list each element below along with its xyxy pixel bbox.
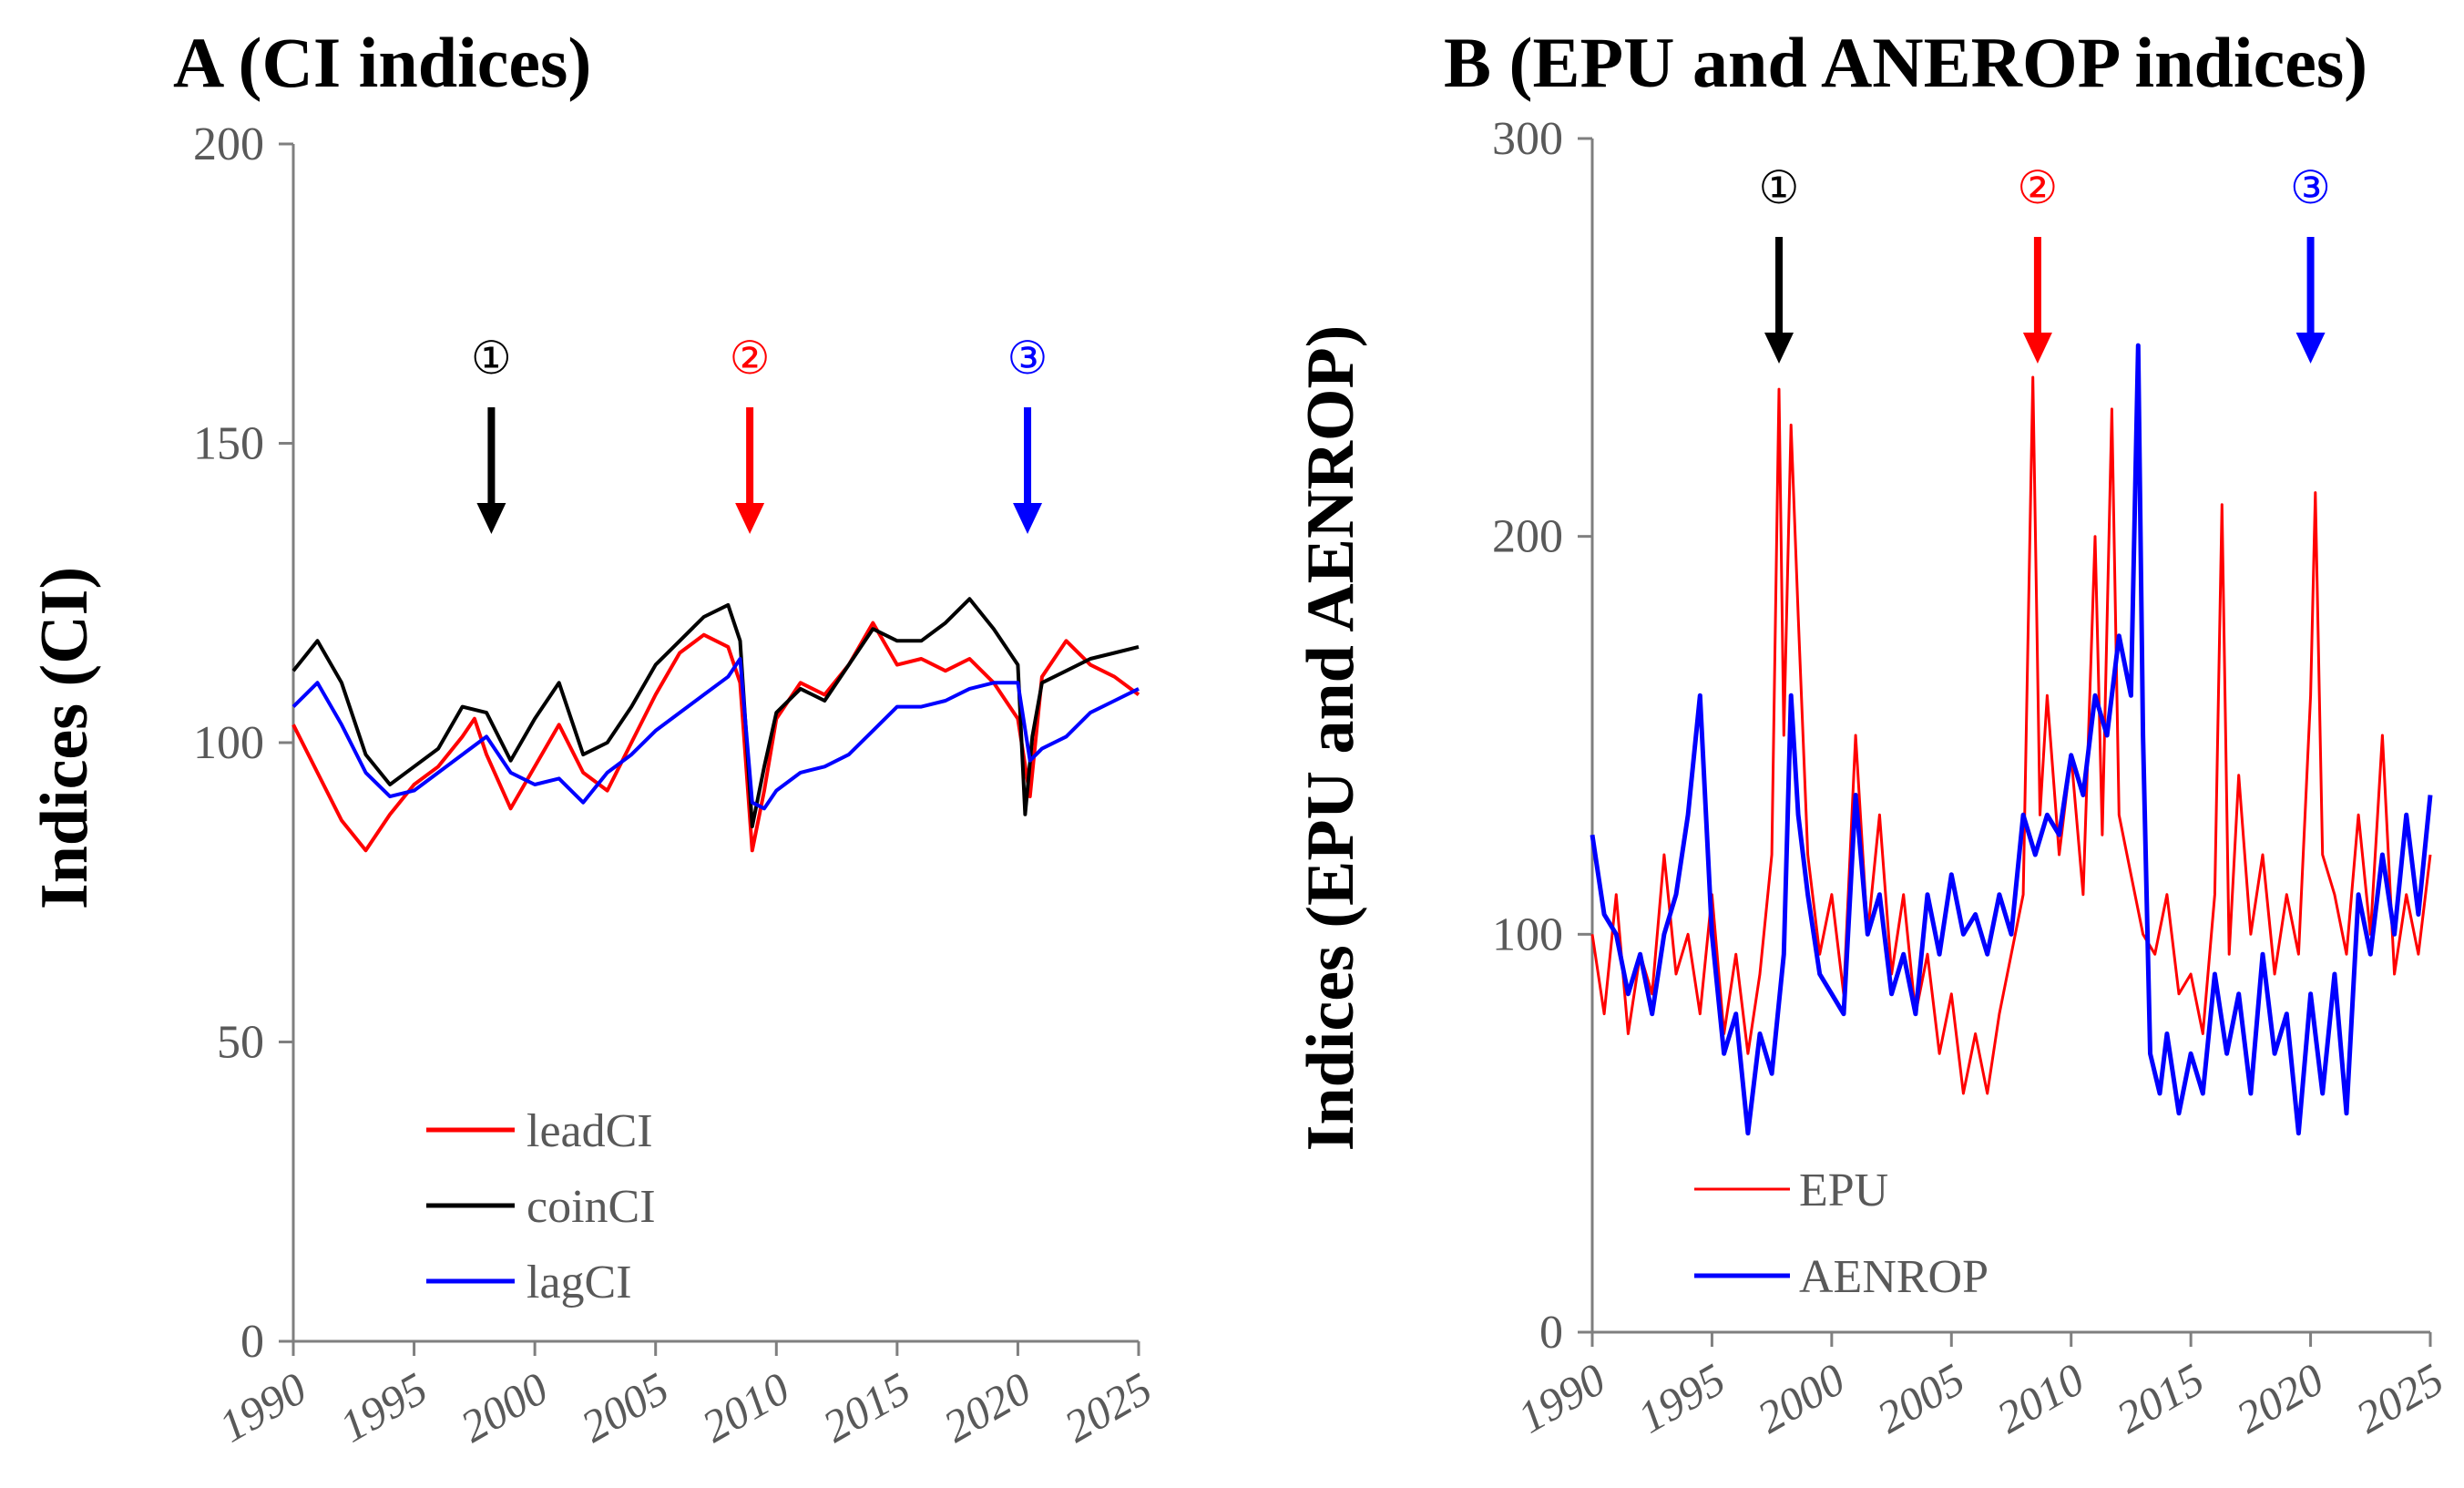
series-line-lagci — [291, 657, 1140, 811]
x-tick-label: 2005 — [573, 1362, 678, 1452]
x-tick-label: 1995 — [1629, 1353, 1733, 1442]
y-tick-label: 0 — [1539, 1307, 1563, 1359]
x-tick-label: 2000 — [1749, 1353, 1854, 1442]
y-tick-label: 100 — [193, 717, 264, 769]
series-line-epu — [1590, 375, 2432, 1095]
y-tick-label: 0 — [240, 1316, 264, 1368]
panel-b: B (EPU and ANEROP indices) Indices (EPU … — [1293, 23, 2452, 1443]
legend-label-aenrop: AENROP — [1799, 1251, 1989, 1303]
legend-label-coinci: coinCI — [527, 1181, 656, 1233]
annotation-label: ② — [2018, 161, 2059, 214]
annotation-label: ② — [730, 332, 771, 385]
panel-a-legend: leadCI coinCI lagCI — [426, 1105, 656, 1308]
panel-a-series — [291, 597, 1140, 853]
panel-a-title: A (CI indices) — [173, 23, 591, 102]
x-tick-label: 2010 — [693, 1362, 798, 1452]
annotation-arrow-head — [1013, 503, 1043, 534]
panel-b-legend: EPU AENROP — [1694, 1165, 1989, 1303]
annotation-label: ③ — [1007, 332, 1048, 385]
annotation-arrow-head — [735, 503, 765, 534]
x-tick-label: 2025 — [1056, 1362, 1160, 1452]
y-tick-label: 100 — [1492, 908, 1563, 960]
series-line-aenrop — [1590, 343, 2433, 1136]
panel-a-y-axis-label: Indices (CI) — [27, 567, 102, 909]
annotation-arrow-head — [476, 503, 506, 534]
annotation-label: ③ — [2290, 161, 2331, 214]
panel-b-title: B (EPU and ANEROP indices) — [1444, 23, 2367, 102]
x-tick-label: 2020 — [2227, 1353, 2332, 1442]
x-tick-label: 2015 — [814, 1362, 919, 1452]
y-tick-label: 200 — [1492, 511, 1563, 563]
x-tick-label: 2020 — [935, 1362, 1039, 1452]
x-tick-label: 2015 — [2108, 1353, 2213, 1442]
x-tick-label: 1990 — [210, 1362, 315, 1452]
panel-b-annotations: ① ② ③ — [1759, 161, 2331, 364]
legend-label-leadci: leadCI — [527, 1105, 653, 1157]
panel-b-y-axis-label: Indices (EPU and AENROP) — [1293, 325, 1368, 1152]
y-tick-label: 300 — [1492, 113, 1563, 165]
panel-a-annotations: ① ② ③ — [471, 332, 1048, 534]
annotation-label: ① — [1759, 161, 1800, 214]
annotation-arrow-head — [2295, 333, 2326, 364]
annotation-label: ① — [471, 332, 512, 385]
annotation-arrow-head — [2022, 333, 2052, 364]
x-tick-label: 2025 — [2347, 1353, 2452, 1442]
y-tick-label: 50 — [217, 1017, 264, 1069]
annotation-arrow-head — [1764, 333, 1794, 364]
legend-label-epu: EPU — [1799, 1165, 1888, 1216]
legend-label-lagci: lagCI — [527, 1257, 632, 1308]
x-tick-label: 1995 — [331, 1362, 435, 1452]
x-tick-label: 2010 — [1989, 1353, 2093, 1442]
y-tick-label: 200 — [193, 118, 264, 170]
x-tick-label: 1990 — [1509, 1353, 1614, 1442]
y-tick-label: 150 — [193, 418, 264, 470]
x-tick-label: 2000 — [452, 1362, 557, 1452]
panel-a-axes: 0 50 100 150 200 1990 1995 2000 2005 2010 2015 2020… — [193, 118, 1160, 1452]
x-tick-label: 2005 — [1868, 1353, 1973, 1442]
panel-b-series — [1590, 343, 2433, 1136]
panel-a: A (CI indices) Indices (CI) 0 50 100 150 200… — [27, 23, 1160, 1452]
